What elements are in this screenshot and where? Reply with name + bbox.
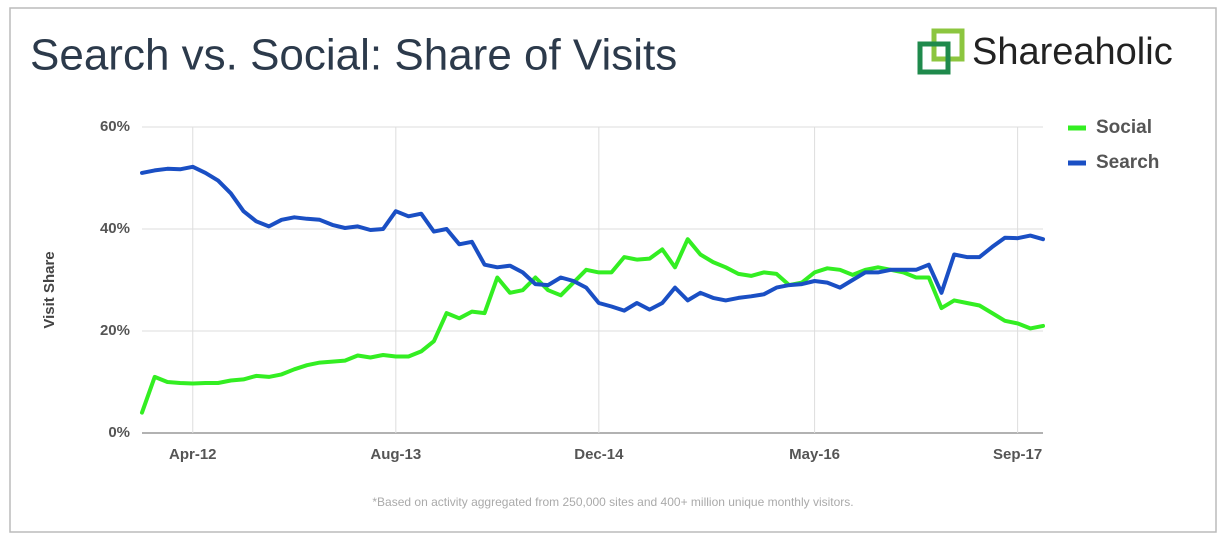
y-tick-label: 20% bbox=[100, 322, 130, 339]
x-tick-label: Aug-13 bbox=[370, 446, 421, 463]
chart-title: Search vs. Social: Share of Visits bbox=[30, 31, 677, 80]
legend-label: Search bbox=[1096, 152, 1159, 173]
x-tick-label: Sep-17 bbox=[993, 446, 1042, 463]
x-tick-label: Dec-14 bbox=[574, 446, 624, 463]
legend-label: Social bbox=[1096, 117, 1152, 138]
x-tick-label: May-16 bbox=[789, 446, 840, 463]
y-tick-label: 60% bbox=[100, 118, 130, 135]
series-line bbox=[140, 164, 1045, 313]
footnote: *Based on activity aggregated from 250,0… bbox=[372, 495, 853, 509]
y-axis-label: Visit Share bbox=[41, 251, 58, 328]
y-tick-label: 0% bbox=[108, 424, 130, 441]
brand-logo bbox=[917, 28, 965, 75]
brand-name: Shareaholic bbox=[972, 31, 1173, 73]
x-tick-label: Apr-12 bbox=[169, 446, 217, 463]
y-tick-label: 40% bbox=[100, 220, 130, 237]
